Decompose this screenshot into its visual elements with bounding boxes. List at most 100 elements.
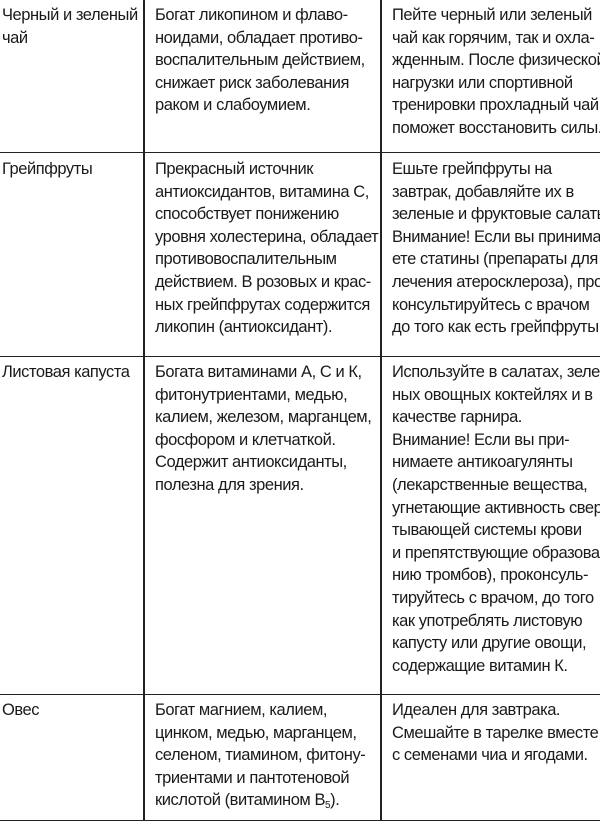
text-line: до того как есть грейпфруты. <box>392 316 600 339</box>
text-line: Богат магнием, калием, <box>155 699 365 722</box>
text-line: калием, железом, марганцем, <box>155 406 372 429</box>
text-line-content: Пейте черный или зеленый <box>392 6 592 24</box>
text-line-content: Ешьте грейпфруты на <box>392 160 552 178</box>
text-line: ноидами, обладает противо- <box>155 27 365 50</box>
text-line: ных овощных коктейлях и в <box>392 384 600 407</box>
advice-cell: Пейте черный или зеленый чай как горячим,… <box>392 4 600 140</box>
text-line-content: качестве гарнира. <box>392 408 522 427</box>
text-line-content: Используйте в салатах, зеле- <box>392 363 600 381</box>
text-line-content: действием. В розовых и крас- <box>155 272 371 291</box>
text-line-content: Смешайте в тарелке вместе <box>392 723 599 742</box>
text-line-content: Листовая капуста <box>2 363 130 381</box>
benefits-cell: Богата витаминами А, С и К, фитонутриента… <box>155 361 372 497</box>
text-line: содержащие витамин К. <box>392 655 600 678</box>
text-line: капусту или другие овощи, <box>392 632 600 655</box>
text-line: как употреблять листовую <box>392 610 600 633</box>
text-line-content: зеленые и фруктовые салаты. <box>392 205 600 224</box>
text-line-content: триентами и пантотеновой <box>155 768 350 787</box>
benefits-cell: Богат ликопином и флаво-ноидами, обладае… <box>155 4 365 117</box>
text-line-content: завтрак, добавляйте их в <box>392 182 574 201</box>
column-divider <box>143 356 145 694</box>
text-line: Смешайте в тарелке вместе <box>392 722 599 745</box>
text-line: Внимание! Если вы при- <box>392 429 600 452</box>
text-line-content: уровня холестерина, обладает <box>155 227 379 246</box>
text-line-content: Внимание! Если вы принима- <box>392 227 600 246</box>
column-divider <box>380 356 382 694</box>
text-line-content: Прекрасный источник <box>155 160 314 178</box>
text-line: цинком, медью, марганцем, <box>155 722 365 745</box>
advice-cell: Используйте в салатах, зеле-ных овощных … <box>392 361 600 677</box>
text-line: фитонутриентами, медью, <box>155 384 371 407</box>
text-line-content: как употреблять листовую <box>392 611 583 630</box>
table-row-kale: Листовая капуста Богата витаминами А, С … <box>0 356 600 695</box>
text-line: снижает риск заболевания <box>155 72 365 95</box>
column-divider <box>380 694 382 820</box>
text-line-content: Богат ликопином и флаво- <box>155 6 348 24</box>
text-line: зеленые и фруктовые салаты. <box>392 203 600 226</box>
text-line-content: содержащие витамин К. <box>392 656 568 675</box>
text-line: чай как горячим, так и охла- <box>392 27 600 50</box>
column-divider <box>380 0 382 152</box>
text-line-content: до того как есть грейпфруты. <box>392 318 600 337</box>
text-line: нимаете антикоагулянты <box>392 451 600 474</box>
column-divider <box>143 694 145 820</box>
text-line-content: снижает риск заболевания <box>155 73 350 92</box>
text-line: Богата витаминами А, С и К, <box>155 361 371 384</box>
table-row-oats: Овес Богат магнием, калием, цинком, медью… <box>0 694 600 821</box>
table-row-tea: Черный и зеленый чай Богат ликопином и фл… <box>0 0 600 153</box>
text-line: тренировки прохладный чай <box>392 94 600 117</box>
subscript: 5 <box>325 800 331 812</box>
text-line-content: ных овощных коктейлях и в <box>392 385 593 404</box>
text-line: (лекарственные вещества, <box>392 474 600 497</box>
text-line: способствует понижению <box>155 203 378 226</box>
text-line: угнетающие активность свер- <box>392 497 600 520</box>
text-line-content: фосфором и клетчаткой. <box>155 430 336 449</box>
text-line-content: калием, железом, марганцем, <box>155 408 372 427</box>
text-line-content: цинком, медью, марганцем, <box>155 723 357 742</box>
text-line-content: Идеален для завтрака. <box>392 701 561 719</box>
text-line: Ешьте грейпфруты на <box>392 158 600 181</box>
text-line: тируйтесь с врачом, до того <box>392 587 600 610</box>
text-line: тывающей системы крови <box>392 519 600 542</box>
text-line: уровня холестерина, обладает <box>155 226 379 249</box>
text-line-content: Овес <box>2 701 40 719</box>
text-line-content: Содержит антиоксиданты, <box>155 453 347 472</box>
text-line: действием. В розовых и крас- <box>155 271 378 294</box>
text-line-content: нимаете антикоагулянты <box>392 453 573 472</box>
text-line-content: (лекарственные вещества, <box>392 475 588 494</box>
text-line: антиоксидантов, витамина С, <box>155 181 378 204</box>
text-line: Прекрасный источник <box>155 158 378 181</box>
text-line-content: Грейпфруты <box>2 160 93 178</box>
text-line-content: чай как горячим, так и охла- <box>392 28 595 47</box>
column-divider <box>143 153 145 356</box>
text-line: противовоспалительным <box>155 248 378 271</box>
text-line: жденным. После физической <box>392 49 600 72</box>
text-line-content: ете статины (препараты для <box>392 250 598 269</box>
text-line: воспалительным действием, <box>155 49 365 72</box>
text-line-content: Внимание! Если вы при- <box>392 430 570 449</box>
text-line-content: полезна для зрения. <box>155 475 304 494</box>
advice-cell: Ешьте грейпфруты на завтрак, добавляйте и… <box>392 158 600 339</box>
benefits-cell: Богат магнием, калием, цинком, медью, мар… <box>155 699 366 812</box>
text-line-content: раком и слабоумием. <box>155 96 311 115</box>
text-line-content: жденным. После физической <box>392 51 600 70</box>
text-line-content: ных грейпфрутах содержится <box>155 295 370 314</box>
text-line-content: с семенами чиа и ягодами. <box>392 746 588 765</box>
text-line-content: воспалительным действием, <box>155 51 365 70</box>
food-cell: Черный и зеленый чай <box>2 4 138 49</box>
text-line-content: ликопин (антиоксидант). <box>155 318 333 337</box>
text-line: кислотой (витамином B5). <box>155 789 365 812</box>
text-line: консультируйтесь с врачом <box>392 294 600 317</box>
text-line: завтрак, добавляйте их в <box>392 181 600 204</box>
text-line: Овес <box>2 699 39 722</box>
text-line: Содержит антиоксиданты, <box>155 451 371 474</box>
text-line: ете статины (препараты для <box>392 248 600 271</box>
text-line: ликопин (антиоксидант). <box>155 316 378 339</box>
text-line: Идеален для завтрака. <box>392 699 598 722</box>
text-line-content: и препятствующие образова- <box>392 543 600 562</box>
text-line: Используйте в салатах, зеле- <box>392 361 600 384</box>
text-line-content: угнетающие активность свер- <box>392 498 600 517</box>
text-line: Богат ликопином и флаво- <box>155 4 365 27</box>
text-line: Листовая капуста <box>2 361 130 384</box>
text-line-content: кислотой (витамином B <box>155 791 326 810</box>
